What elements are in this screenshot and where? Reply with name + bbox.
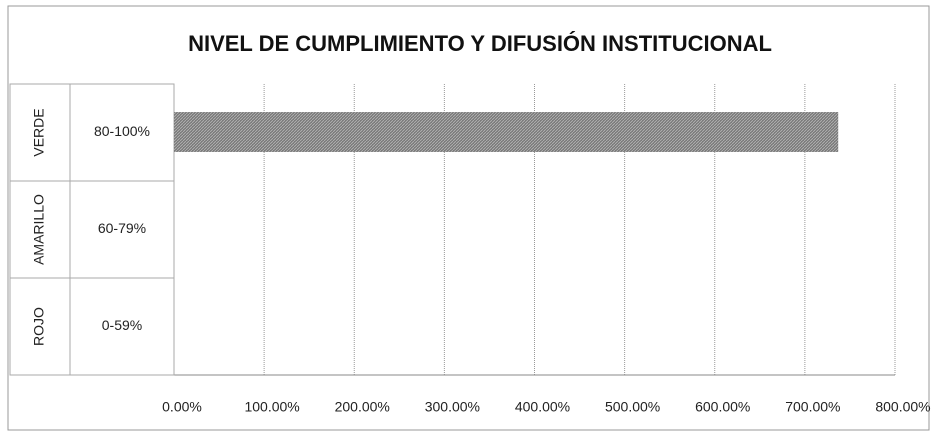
category-table bbox=[9, 83, 175, 376]
x-tick-label: 700.00% bbox=[785, 399, 840, 415]
x-tick-label: 300.00% bbox=[425, 399, 480, 415]
x-tick-label: 600.00% bbox=[695, 399, 750, 415]
x-tick-label: 400.00% bbox=[515, 399, 570, 415]
x-tick-label: 200.00% bbox=[335, 399, 390, 415]
group-label: ROJO bbox=[31, 307, 47, 346]
group-label: AMARILLO bbox=[31, 194, 47, 265]
bar bbox=[174, 112, 839, 152]
x-tick-label: 0.00% bbox=[162, 399, 202, 415]
y-tick-label: 80-100% bbox=[94, 123, 150, 139]
y-tick-label: 0-59% bbox=[102, 317, 142, 333]
chart-border bbox=[7, 5, 930, 431]
group-label: VERDE bbox=[31, 108, 47, 156]
y-tick-label: 60-79% bbox=[98, 220, 146, 236]
x-tick-label: 800.00% bbox=[875, 399, 930, 415]
x-tick-label: 100.00% bbox=[244, 399, 299, 415]
x-tick-label: 500.00% bbox=[605, 399, 660, 415]
chart-title: NIVEL DE CUMPLIMIENTO Y DIFUSIÓN INSTITU… bbox=[188, 31, 772, 56]
